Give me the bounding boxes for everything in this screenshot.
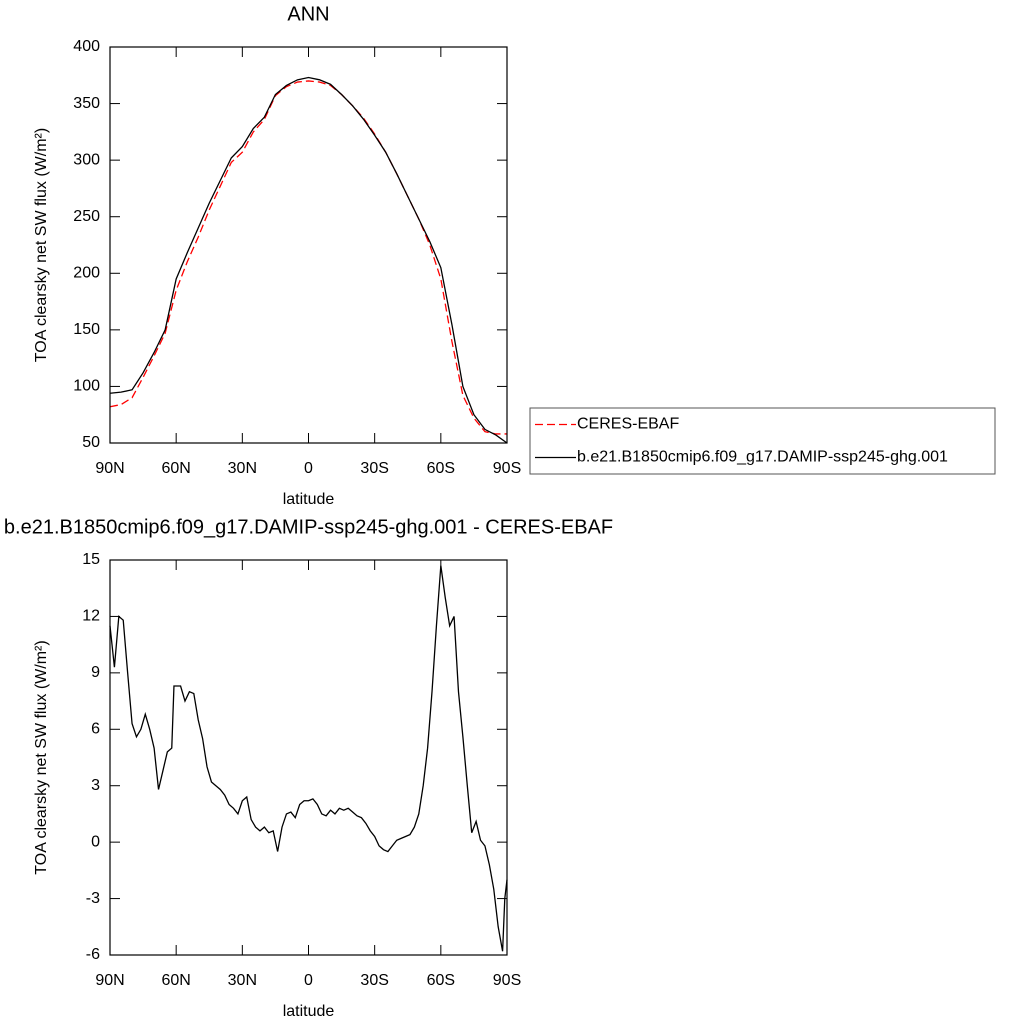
y-tick-label: 0: [91, 833, 100, 850]
y-tick-label: 50: [82, 434, 100, 451]
x-tick-label: 0: [304, 460, 313, 477]
y-tick-label: 12: [82, 608, 100, 625]
y-tick-label: 9: [91, 664, 100, 681]
y-tick-label: 350: [73, 95, 100, 112]
plot-frame: [109, 559, 508, 956]
y-tick-label: -3: [86, 890, 100, 907]
x-tick-label: 60S: [427, 460, 455, 477]
y-tick-label: 6: [91, 721, 100, 738]
y-axis-label: TOA clearsky net SW flux (W/m²): [33, 128, 50, 362]
legend-label: b.e21.B1850cmip6.f09_g17.DAMIP-ssp245-gh…: [577, 449, 948, 466]
y-axis-label: TOA clearsky net SW flux (W/m²): [33, 640, 50, 874]
x-tick-label: 60N: [161, 972, 190, 989]
chart-title: b.e21.B1850cmip6.f09_g17.DAMIP-ssp245-gh…: [4, 516, 613, 538]
x-tick-label: 30N: [228, 972, 257, 989]
y-tick-label: 250: [73, 208, 100, 225]
series-line: [109, 80, 507, 435]
x-tick-label: 90S: [493, 972, 521, 989]
y-tick-label: 400: [73, 38, 100, 55]
x-tick-label: 60N: [161, 460, 190, 477]
x-axis-label: latitude: [283, 491, 335, 508]
y-tick-label: 3: [91, 777, 100, 794]
y-tick-label: -6: [86, 946, 100, 963]
x-tick-label: 90N: [95, 460, 124, 477]
x-tick-label: 90S: [493, 460, 521, 477]
chart-title: ANN: [287, 3, 329, 25]
x-tick-label: 90N: [95, 972, 124, 989]
legend-label: CERES-EBAF: [577, 416, 679, 433]
y-tick-label: 200: [73, 265, 100, 282]
y-tick-label: 300: [73, 151, 100, 168]
y-tick-label: 150: [73, 321, 100, 338]
x-tick-label: 30S: [360, 460, 388, 477]
x-tick-label: 60S: [427, 972, 455, 989]
y-tick-label: 15: [82, 551, 100, 568]
x-axis-label: latitude: [283, 1003, 335, 1020]
x-tick-label: 0: [304, 972, 313, 989]
y-tick-label: 100: [73, 378, 100, 395]
series-line: [109, 565, 508, 952]
plot-frame: [109, 46, 508, 444]
x-tick-label: 30S: [360, 972, 388, 989]
series-line: [109, 76, 508, 444]
legend-box: [529, 407, 996, 475]
x-tick-label: 30N: [228, 460, 257, 477]
